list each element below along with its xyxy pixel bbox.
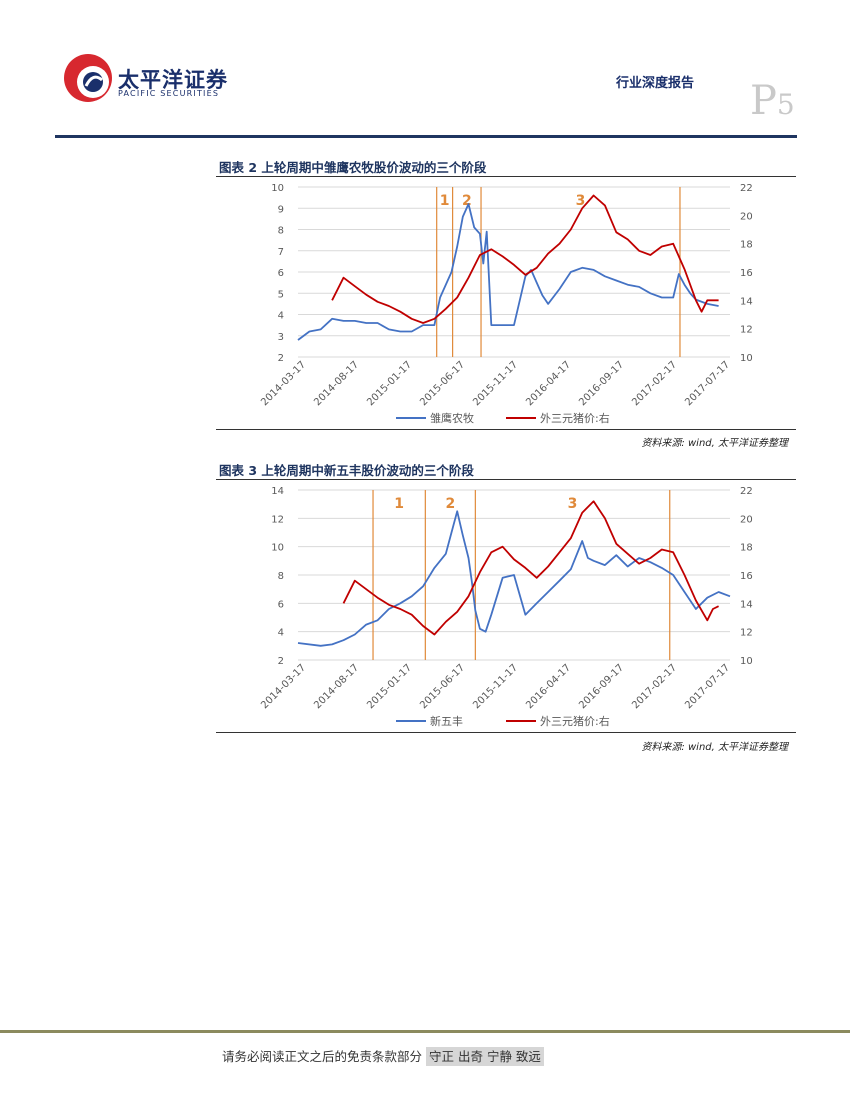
legend-label: 外三元猪价:右 (540, 411, 610, 425)
y-left-tick-label: 10 (271, 183, 284, 194)
y-left-tick-label: 5 (278, 289, 284, 300)
y-left-tick-label: 6 (278, 599, 284, 610)
y-right-tick-label: 22 (740, 183, 753, 194)
x-tick-label: 2014-08-17 (312, 662, 361, 711)
figure-3-source: 资料来源: wind, 太平洋证券整理 (641, 742, 788, 753)
x-tick-label: 2016-04-17 (524, 662, 573, 711)
phase-label: 3 (568, 496, 578, 512)
x-tick-label: 2015-01-17 (365, 359, 414, 408)
figure-2-bottom-rule (216, 429, 796, 430)
y-left-tick-label: 4 (278, 628, 284, 639)
x-tick-label: 2017-02-17 (630, 662, 679, 711)
figure-2-title: 图表 2 上轮周期中雏鹰农牧股价波动的三个阶段 (219, 160, 487, 175)
x-tick-label: 2016-04-17 (524, 359, 573, 408)
phase-label: 3 (576, 193, 586, 209)
x-tick-label: 2017-07-17 (683, 662, 732, 711)
y-left-tick-label: 14 (271, 486, 284, 497)
y-right-tick-label: 22 (740, 486, 753, 497)
x-tick-label: 2015-06-17 (418, 359, 467, 408)
x-tick-label: 2015-11-17 (471, 359, 520, 408)
figure-2-top-rule (216, 176, 796, 177)
footer-disclaimer: 请务必阅读正文之后的免责条款部分 (222, 1049, 423, 1064)
figure-3-chart: 2 4 6 8 10 12 14 10 12 14 16 18 20 22 2014-03-17 2014-0… (216, 480, 796, 732)
figure-3-top-rule (216, 479, 796, 480)
legend-label: 外三元猪价:右 (540, 714, 610, 728)
page-number: P5 (750, 78, 795, 124)
figure-2-chart: 2 3 4 5 6 7 8 9 10 10 12 14 16 18 20 22 2014-03-17 2014-0… (216, 177, 796, 429)
x-tick-label: 2014-03-17 (259, 359, 308, 408)
series-line-pork-price (342, 500, 719, 636)
phase-label: 1 (440, 193, 450, 209)
y-right-tick-label: 10 (740, 656, 753, 667)
x-tick-label: 2015-06-17 (418, 662, 467, 711)
y-right-tick-label: 14 (740, 599, 753, 610)
y-right-tick-label: 18 (740, 240, 753, 251)
legend-label: 雏鹰农牧 (430, 411, 474, 425)
y-right-tick-label: 20 (740, 514, 753, 525)
x-tick-label: 2015-01-17 (365, 662, 414, 711)
y-right-tick-label: 14 (740, 296, 753, 307)
phase-label: 2 (445, 496, 455, 512)
footer-motto: 守正 出奇 宁静 致远 (426, 1047, 544, 1066)
y-right-tick-label: 20 (740, 211, 753, 222)
y-right-tick-label: 18 (740, 543, 753, 554)
header-divider (55, 135, 797, 138)
y-left-tick-label: 9 (278, 204, 284, 215)
x-tick-label: 2017-02-17 (630, 359, 679, 408)
series-line-stock (297, 510, 731, 647)
x-tick-label: 2014-03-17 (259, 662, 308, 711)
y-left-tick-label: 8 (278, 226, 284, 237)
y-right-tick-label: 10 (740, 353, 753, 364)
footer: 请务必阅读正文之后的免责条款部分 守正 出奇 宁静 致远 (222, 1046, 544, 1066)
y-left-tick-label: 6 (278, 268, 284, 279)
x-tick-label: 2015-11-17 (471, 662, 520, 711)
figure-3-title: 图表 3 上轮周期中新五丰股价波动的三个阶段 (219, 463, 474, 478)
series-line-stock (297, 203, 719, 341)
y-right-tick-label: 16 (740, 571, 753, 582)
y-left-tick-label: 3 (278, 332, 284, 343)
y-left-tick-label: 7 (278, 247, 284, 258)
y-left-tick-label: 2 (278, 353, 284, 364)
y-left-tick-label: 4 (278, 311, 284, 322)
pacific-securities-logo (64, 54, 112, 102)
figure-2-source: 资料来源: wind, 太平洋证券整理 (641, 438, 788, 449)
legend-label: 新五丰 (430, 714, 463, 728)
y-right-tick-label: 16 (740, 268, 753, 279)
y-left-tick-label: 8 (278, 571, 284, 582)
y-left-tick-label: 12 (271, 514, 284, 525)
report-type: 行业深度报告 (616, 76, 695, 91)
x-tick-label: 2016-09-17 (577, 662, 626, 711)
figure-3-bottom-rule (216, 732, 796, 733)
y-right-tick-label: 12 (740, 628, 753, 639)
logo-chinese-text: 太平洋证券 (118, 68, 228, 92)
page-letter: P (750, 78, 777, 124)
footer-divider (0, 1030, 850, 1033)
y-right-tick-label: 12 (740, 325, 753, 336)
x-tick-label: 2016-09-17 (577, 359, 626, 408)
x-tick-label: 2014-08-17 (312, 359, 361, 408)
logo-english-text: PACIFIC SECURITIES (118, 89, 220, 98)
page-digit: 5 (776, 88, 795, 121)
y-left-tick-label: 10 (271, 543, 284, 554)
x-tick-label: 2017-07-17 (683, 359, 732, 408)
y-left-tick-label: 2 (278, 656, 284, 667)
phase-label: 1 (394, 496, 404, 512)
series-line-pork-price (331, 194, 719, 324)
phase-label: 2 (462, 193, 472, 209)
